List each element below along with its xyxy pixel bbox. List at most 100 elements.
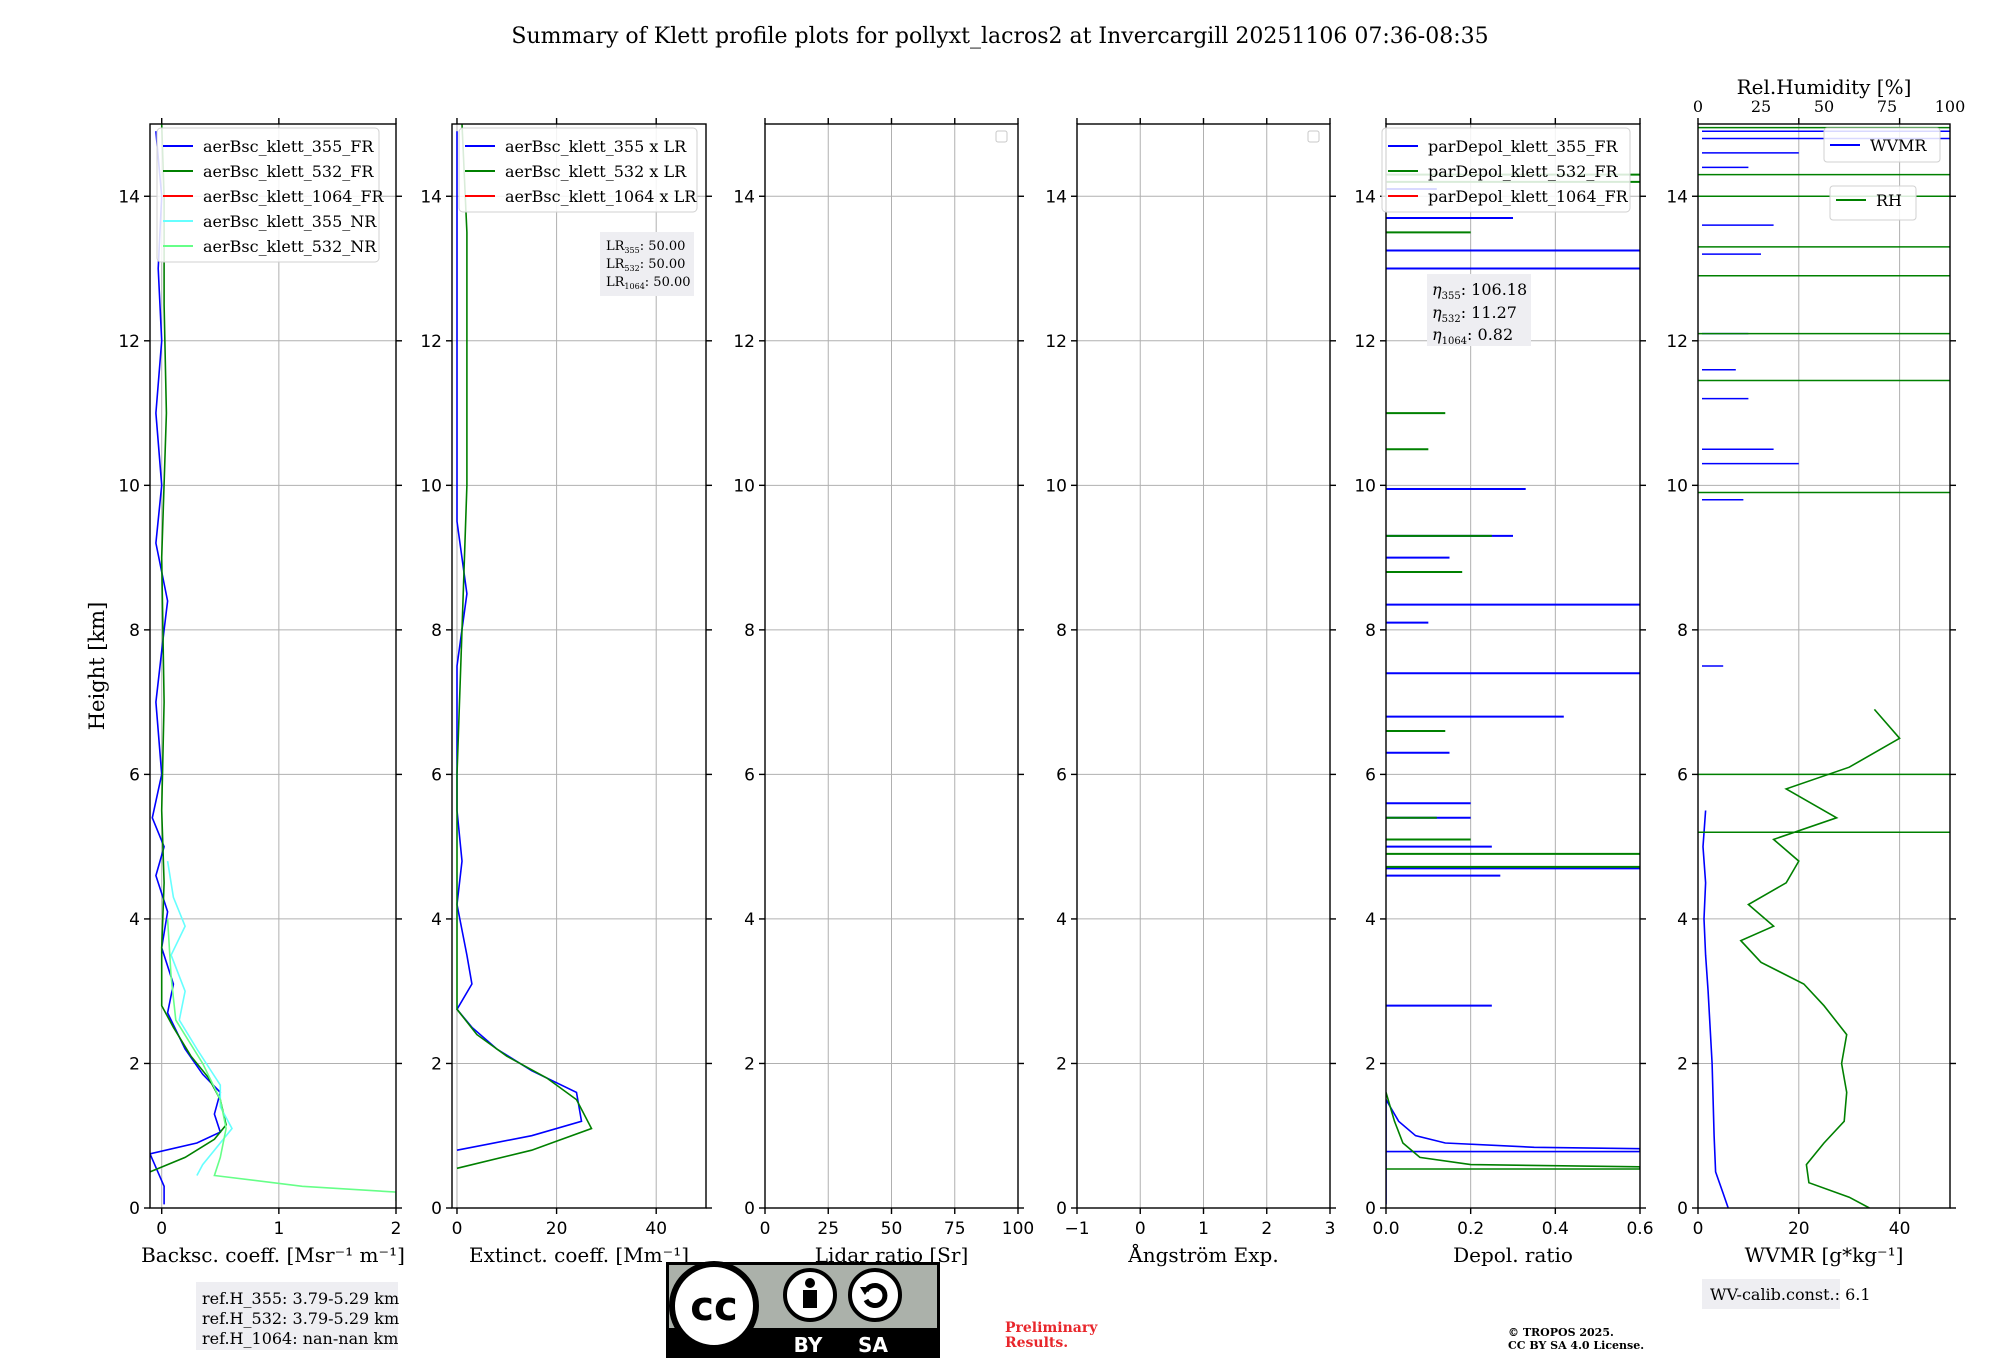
ytick-label: 6 [1677, 765, 1688, 785]
legend-label: parDepol_klett_1064_FR [1428, 187, 1629, 206]
legend-label: parDepol_klett_532_FR [1428, 162, 1619, 181]
ytick-label: 4 [1365, 910, 1376, 930]
ytick-label: 4 [129, 910, 140, 930]
ytick-label: 10 [1045, 476, 1067, 496]
top-xtick-label: 50 [1814, 97, 1834, 116]
lr-355-text: LR355: 50.00 [606, 239, 685, 255]
xtick-label: 0.2 [1457, 1219, 1484, 1239]
sa-arrow-arc [863, 1283, 888, 1308]
ytick-label: 12 [1666, 332, 1688, 352]
panel-frame [149, 123, 397, 1209]
by-person-body [803, 1290, 817, 1308]
xtick-label: 0 [1693, 1219, 1704, 1239]
ytick-label: 10 [118, 476, 140, 496]
wv-calib-text: WV-calib.const.: 6.1 [1710, 1285, 1871, 1304]
xaxis-label: WVMR [g*kg⁻¹] [1745, 1243, 1904, 1267]
series-line-aerBsc-klett-355-NR [166, 860, 233, 1176]
series-line-parDepol-klett-532-FR [1386, 1092, 1640, 1170]
legend-label: WVMR [1870, 136, 1927, 155]
empty-legend-box [995, 130, 1008, 143]
series-line-parDepol-klett-355-FR [1386, 1098, 1640, 1205]
legend-label: aerBsc_klett_355 x LR [505, 137, 687, 156]
xtick-label: 2 [1261, 1219, 1272, 1239]
ytick-label: 10 [1354, 476, 1376, 496]
series-line-RH [1739, 708, 1901, 1208]
ytick-label: 12 [1045, 332, 1067, 352]
xtick-label: 0 [1135, 1219, 1146, 1239]
lidar-ratio-info-box: LR355: 50.00 LR532: 50.00 LR1064: 50.00 [600, 232, 694, 296]
series-group [150, 124, 396, 1205]
eta-info-box: η355: 106.18 η532: 11.27 η1064: 0.82 [1427, 274, 1531, 347]
xtick-label: 0 [452, 1219, 463, 1239]
ytick-label: 10 [733, 476, 755, 496]
ytick-label: 10 [420, 476, 442, 496]
ytick-label: 14 [118, 187, 140, 207]
xtick-label: 0.0 [1372, 1219, 1399, 1239]
ytick-label: 6 [744, 765, 755, 785]
xaxis-label: Depol. ratio [1453, 1243, 1573, 1267]
legend-label: aerBsc_klett_532_FR [203, 162, 374, 181]
series-group [456, 124, 593, 1170]
ytick-label: 2 [1365, 1054, 1376, 1074]
ytick-label: 2 [129, 1054, 140, 1074]
xtick-label: 0.4 [1542, 1219, 1569, 1239]
xtick-label: 1 [273, 1219, 284, 1239]
series-group [1698, 126, 1950, 1208]
ytick-label: 2 [431, 1054, 442, 1074]
series-line-aerBsc-klett-532-NR [166, 918, 396, 1201]
ytick-label: 6 [129, 765, 140, 785]
ytick-label: 8 [431, 621, 442, 641]
top-xtick-label: 0 [1693, 97, 1703, 116]
xtick-label: 1 [1198, 1219, 1209, 1239]
top-xtick-label: 100 [1935, 97, 1966, 116]
panel-frame [1697, 123, 1951, 1209]
cc-by-sa-badge: cc BY SA [666, 1261, 940, 1358]
ytick-label: 10 [1666, 476, 1688, 496]
legend-label: aerBsc_klett_1064 x LR [505, 187, 697, 206]
xtick-label: 40 [1889, 1219, 1911, 1239]
ref-h-355: ref.H_355: 3.79-5.29 km [202, 1289, 399, 1308]
ref-h-532: ref.H_532: 3.79-5.29 km [202, 1309, 399, 1328]
xtick-label: 0 [760, 1219, 771, 1239]
preliminary-line1: Preliminary [1005, 1320, 1098, 1336]
xtick-label: 2 [391, 1219, 402, 1239]
series-line-aerBsc-klett-355-x-LR [456, 131, 583, 1151]
ytick-label: 2 [1677, 1054, 1688, 1074]
ytick-label: 0 [1365, 1199, 1376, 1219]
ref-heights-box: ref.H_355: 3.79-5.29 km ref.H_532: 3.79-… [196, 1282, 399, 1350]
series-line-WVMR [1702, 810, 1729, 1208]
sa-label: SA [858, 1333, 888, 1357]
ytick-label: 2 [1056, 1054, 1067, 1074]
legend-label: aerBsc_klett_532 x LR [505, 162, 687, 181]
xaxis-label: Ångström Exp. [1127, 1242, 1278, 1267]
series-line-aerBsc-klett-355-FR [150, 131, 222, 1205]
legend-label: parDepol_klett_355_FR [1428, 137, 1619, 156]
ytick-label: 4 [1677, 910, 1688, 930]
xtick-label: 100 [1002, 1219, 1034, 1239]
sa-arrow-head [860, 1287, 870, 1295]
ytick-label: 14 [1354, 187, 1376, 207]
lr-532-text: LR532: 50.00 [606, 257, 685, 273]
xtick-label: 20 [546, 1219, 568, 1239]
ytick-label: 8 [129, 621, 140, 641]
ytick-label: 8 [1056, 621, 1067, 641]
xtick-label: 50 [881, 1219, 903, 1239]
eta-1064-text: η1064: 0.82 [1432, 325, 1513, 347]
ytick-label: 0 [1677, 1199, 1688, 1219]
yaxis-label: Height [km] [85, 602, 109, 731]
legend-box [1381, 127, 1631, 213]
eta-532-text: η532: 11.27 [1432, 303, 1517, 325]
by-label: BY [794, 1333, 823, 1357]
xtick-label: 3 [1325, 1219, 1336, 1239]
legend-box [458, 127, 698, 213]
panel-frame [1385, 123, 1641, 1209]
legend-box-rh [1829, 185, 1917, 221]
legend-label: aerBsc_klett_532_NR [203, 237, 377, 256]
lidar-ratio-info-bg [600, 232, 694, 296]
legend-label: aerBsc_klett_355_NR [203, 212, 377, 231]
preliminary-line2: Results. [1005, 1335, 1068, 1351]
